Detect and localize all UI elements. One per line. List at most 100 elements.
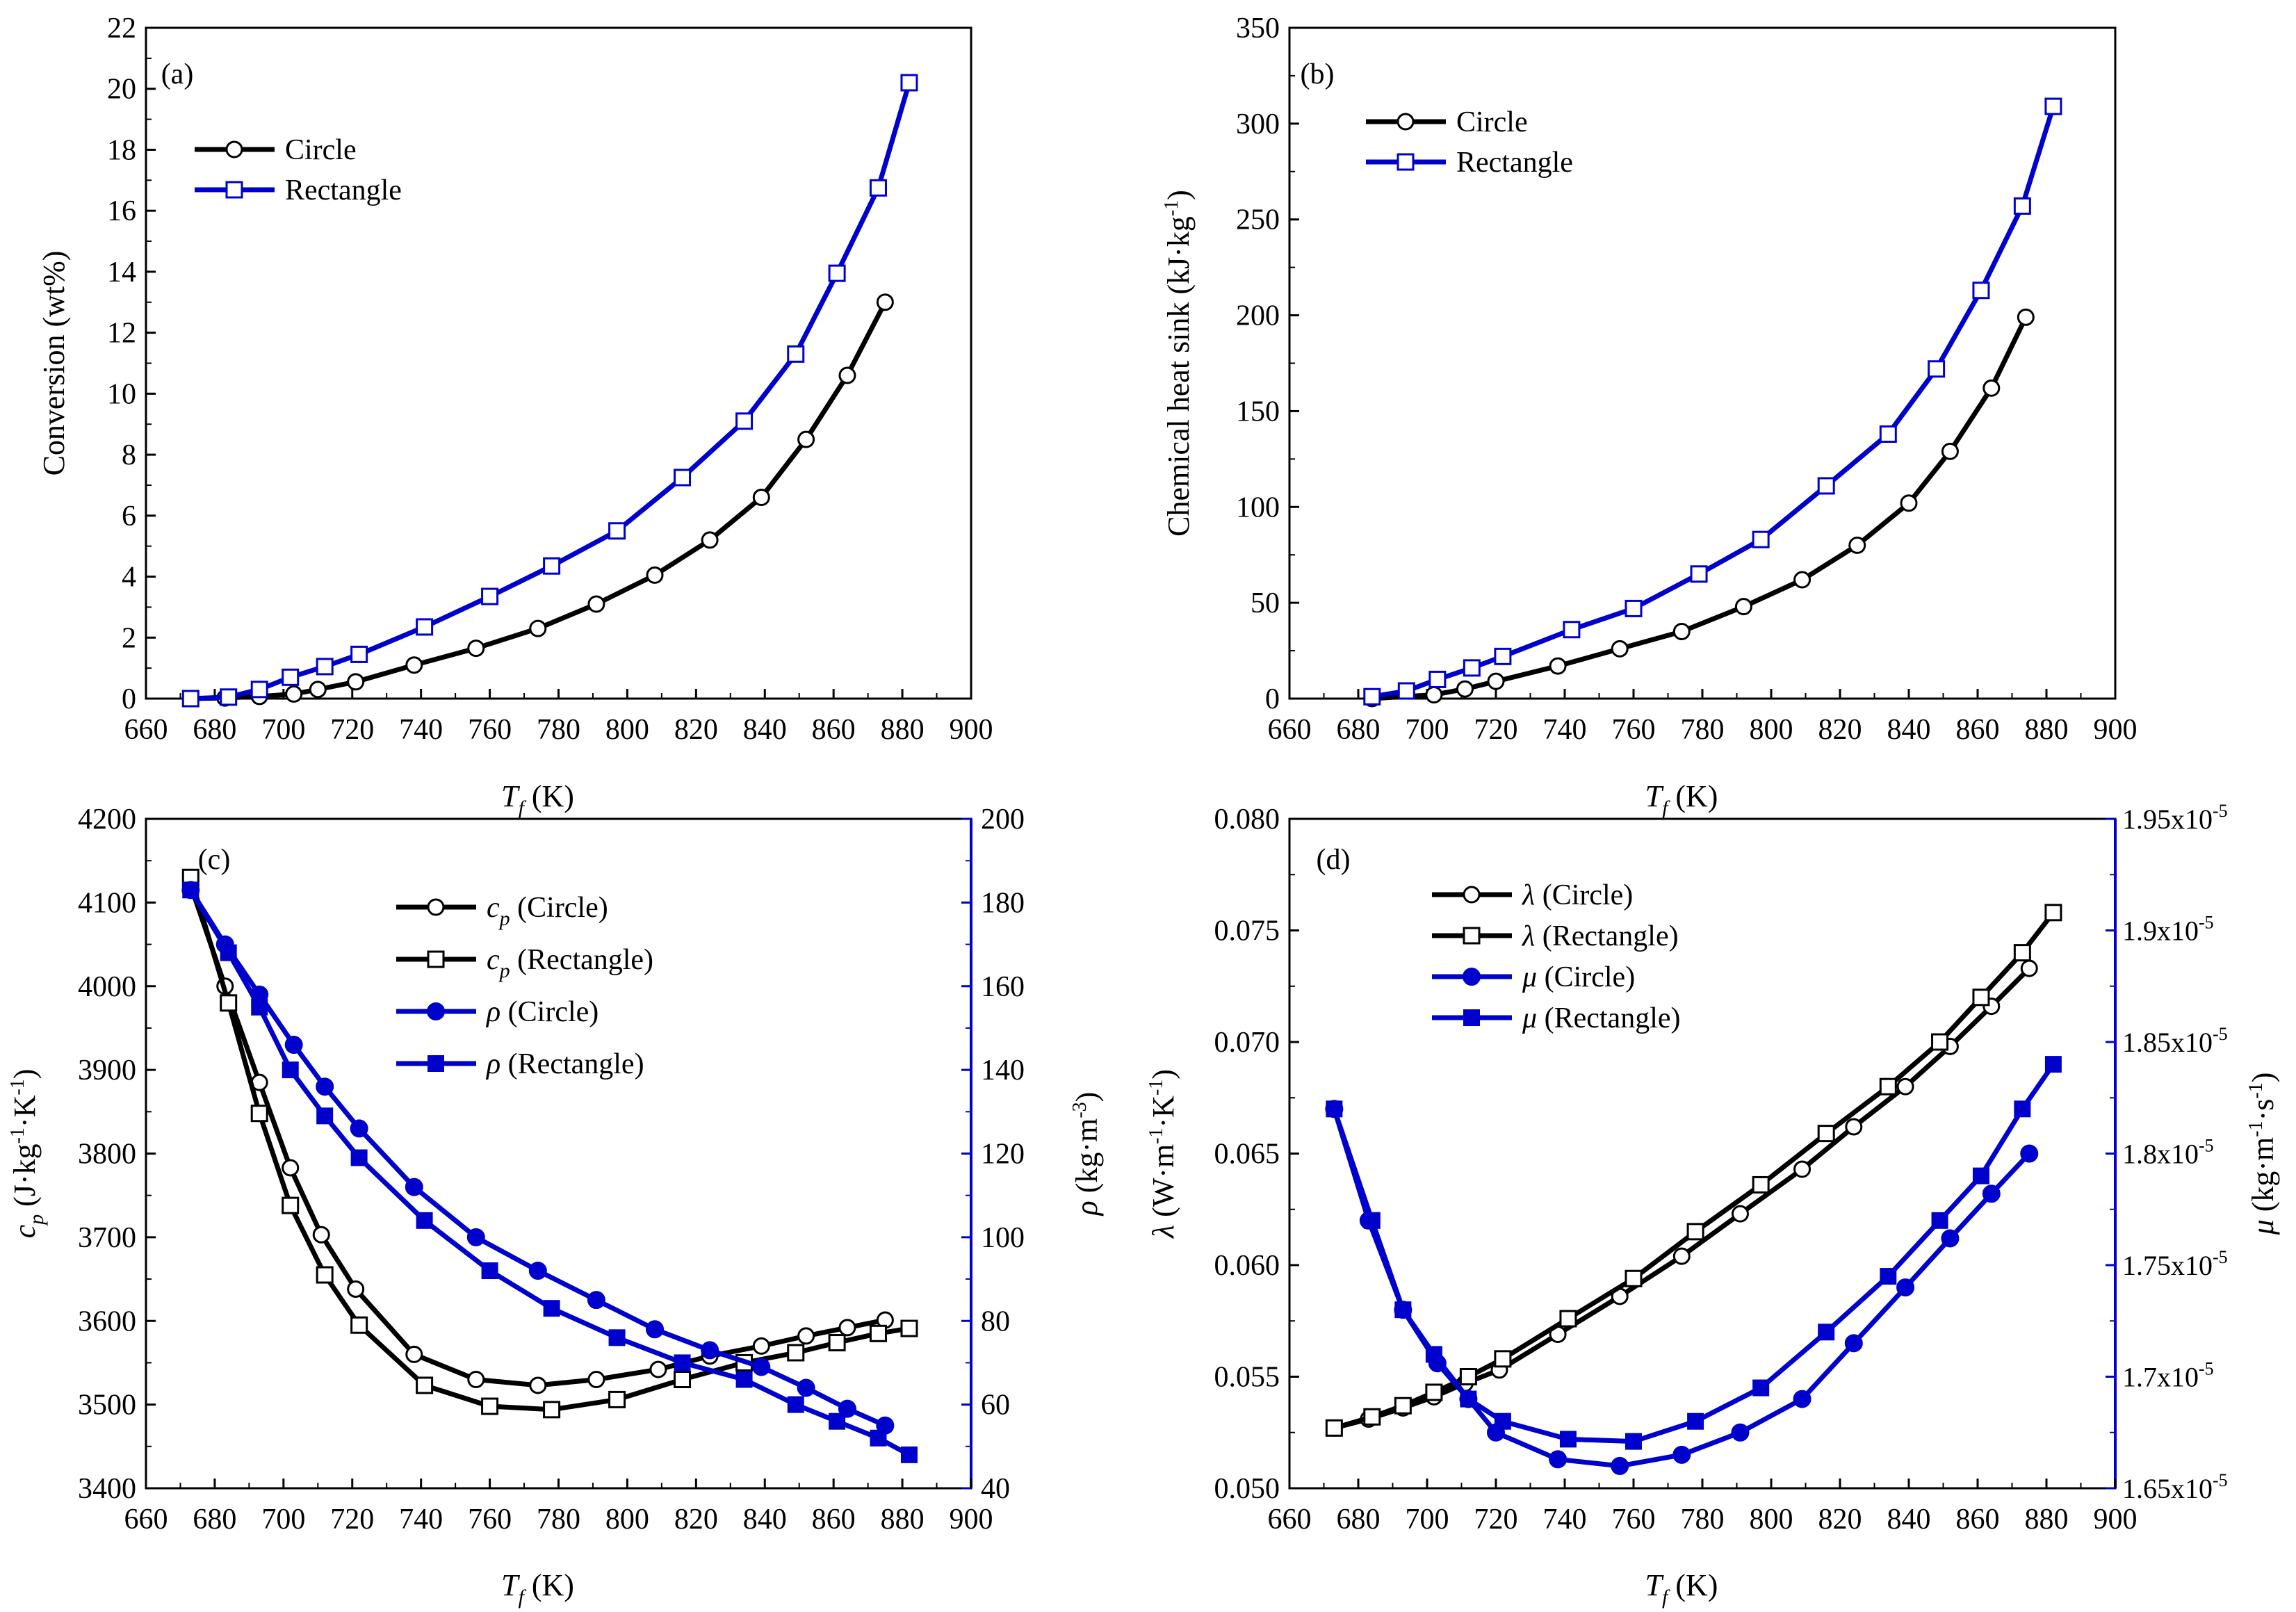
series-ρ (Circle) (181, 881, 895, 1435)
series-line (1331, 1063, 2055, 1444)
data-point (1793, 1160, 1811, 1178)
data-point (752, 1337, 770, 1355)
data-point (1931, 1212, 1948, 1229)
data-point (869, 1324, 887, 1342)
x-tick-label: 900 (2094, 714, 2138, 746)
data-point (1982, 379, 2001, 397)
legend-label: Circle (1456, 106, 1528, 138)
data-point (869, 179, 887, 197)
x-tick-label: 700 (1406, 1504, 1449, 1536)
legend-label: ρ (Rectangle) (485, 1048, 644, 1080)
y-axis-label: cp (J·kg-1·K-1) (7, 1069, 48, 1239)
x-tick-label: 740 (1543, 714, 1587, 746)
data-point (220, 944, 237, 961)
x-tick-label: 680 (193, 1504, 236, 1536)
x-tick-label: 880 (2025, 714, 2069, 746)
data-point (350, 1316, 368, 1334)
data-point (1625, 1269, 1643, 1287)
panel-label: (c) (198, 844, 231, 876)
y2-tick-label: 1.75x10-5 (2122, 1247, 2228, 1281)
data-point (250, 1105, 268, 1123)
data-point (1731, 1205, 1749, 1223)
data-point (282, 668, 300, 686)
data-point (1879, 425, 1897, 443)
legend-label: μ (Circle) (1522, 961, 1635, 993)
data-point (350, 645, 368, 663)
data-point (1459, 1368, 1477, 1385)
data-point (316, 658, 334, 676)
data-point (1456, 680, 1474, 698)
x-tick-label: 720 (1474, 714, 1518, 746)
x-tick-label: 860 (1956, 714, 2000, 746)
legend-label: Rectangle (285, 174, 402, 206)
data-point (350, 1119, 368, 1138)
data-point (1896, 1077, 1914, 1096)
x-tick-label: 800 (1750, 714, 1793, 746)
data-point (752, 1358, 771, 1376)
x-tick-label: 900 (2094, 1504, 2138, 1536)
data-point (1972, 282, 1990, 300)
y2-axis-label: μ (kg·m-1·s-1) (2245, 1073, 2280, 1236)
data-point (1900, 494, 1918, 512)
data-point (2013, 944, 2031, 962)
data-point (405, 656, 423, 674)
x-tick-label: 780 (1681, 714, 1725, 746)
data-point (405, 1345, 423, 1363)
data-point (646, 566, 664, 584)
data-point (309, 681, 327, 699)
data-point (587, 595, 605, 613)
y-tick-label: 150 (1236, 396, 1280, 428)
x-tick-label: 720 (330, 714, 374, 746)
data-point (1625, 599, 1643, 617)
series-line (1333, 911, 2055, 1431)
data-point (405, 1178, 423, 1196)
series-Rectangle (1363, 97, 2062, 706)
legend-marker (225, 181, 243, 199)
data-point (1559, 1310, 1577, 1328)
series-line (190, 82, 912, 701)
y2-tick-label: 1.9x10-5 (2122, 913, 2214, 947)
data-point (1672, 1247, 1691, 1265)
data-point (1463, 659, 1481, 677)
y-tick-label: 3500 (78, 1390, 136, 1422)
chart-panel-a: 660 680 700 720 740 760 780 800 820 840 860 880 9000… (37, 13, 993, 820)
data-point (674, 1371, 692, 1389)
y-tick-label: 0.075 (1214, 915, 1280, 947)
data-point (829, 1412, 846, 1430)
series-cp (Circle) (181, 877, 894, 1394)
x-tick-label: 700 (261, 1504, 305, 1536)
legend: λ (Circle) λ (Rectangle) μ (Circle) μ (Rect… (1432, 879, 1680, 1034)
data-point (1425, 685, 1443, 703)
data-point (1880, 1268, 1897, 1285)
data-point (347, 1280, 365, 1298)
data-point (282, 1159, 300, 1177)
data-point (220, 994, 238, 1012)
data-point (797, 1327, 815, 1345)
data-point (1686, 1223, 1704, 1241)
y-tick-label: 350 (1236, 13, 1280, 44)
data-point (587, 1291, 605, 1310)
y-tick-label: 0.050 (1214, 1473, 1280, 1505)
x-tick-label: 800 (605, 1504, 649, 1536)
x-tick-label: 740 (399, 714, 443, 746)
data-point (316, 1077, 334, 1096)
y-tick-label: 6 (122, 500, 136, 532)
data-point (2017, 308, 2035, 326)
x-tick-label: 660 (124, 714, 168, 746)
x-tick-label: 860 (812, 714, 856, 746)
data-point (1611, 640, 1629, 658)
data-point (674, 469, 692, 487)
y-tick-label: 0.065 (1214, 1139, 1280, 1171)
x-tick-label: 820 (1818, 714, 1862, 746)
data-point (1941, 1229, 1960, 1248)
y-tick-label: 10 (107, 378, 136, 410)
data-point (674, 1354, 691, 1371)
x-tick-label: 900 (950, 1504, 993, 1536)
data-point (1363, 687, 1381, 706)
legend-label: λ (Rectangle) (1521, 920, 1679, 952)
x-axis-label: Tf (K) (1645, 779, 1718, 820)
data-point (1687, 1412, 1704, 1430)
legend: Circle Rectangle (195, 134, 402, 206)
data-point (2044, 904, 2062, 922)
x-tick-label: 720 (1474, 1504, 1518, 1536)
